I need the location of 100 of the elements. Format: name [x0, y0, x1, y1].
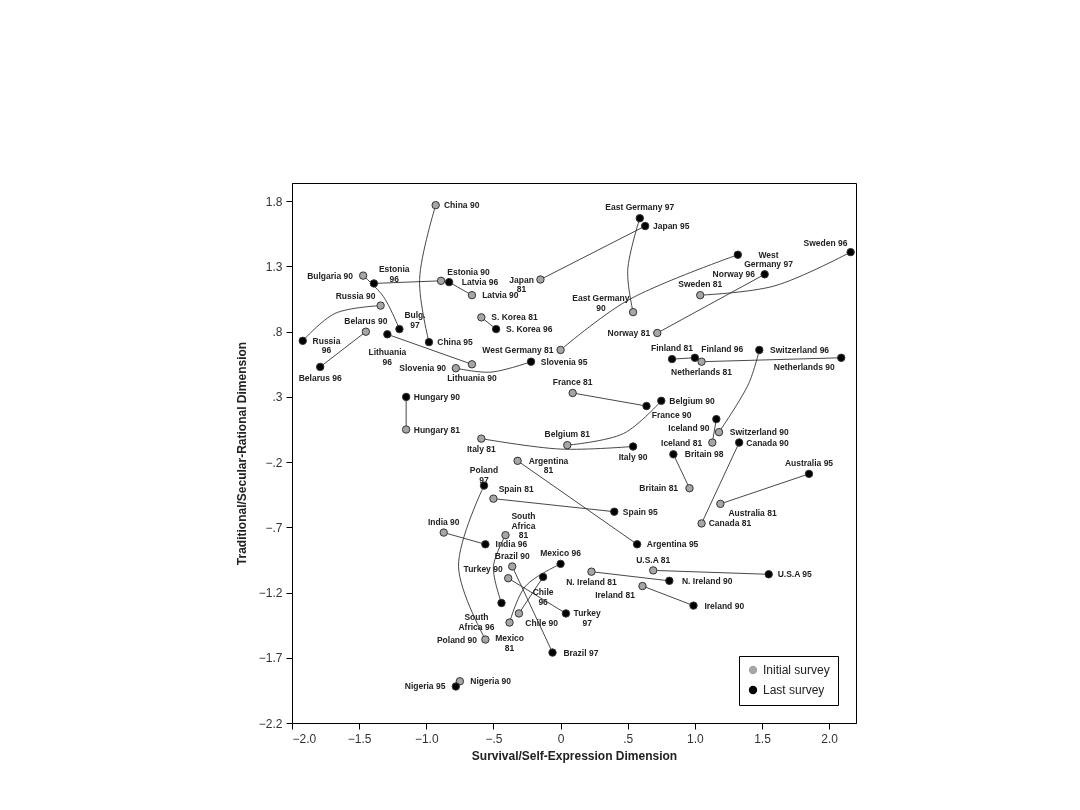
annotation: Sweden 96 [803, 237, 848, 248]
point [497, 598, 506, 608]
point [436, 276, 446, 286]
point [369, 279, 379, 288]
annotation: Canada 90 [746, 437, 790, 448]
point [755, 345, 764, 355]
legend-label: Last survey [763, 683, 825, 697]
point [804, 469, 814, 479]
annotation: Norway 96 [712, 269, 756, 280]
point [667, 354, 677, 364]
point [526, 357, 536, 366]
point [653, 328, 662, 338]
annotation: China 95 [437, 337, 473, 348]
annotation: France 81 [552, 377, 593, 388]
x-tick-label: −.5 [485, 731, 503, 746]
point [685, 484, 694, 493]
point [361, 327, 371, 336]
point [734, 438, 744, 447]
point [489, 494, 498, 503]
y-tick-label: 1.8 [265, 194, 283, 209]
annotation: Belarus 96 [298, 372, 342, 383]
point [733, 250, 743, 259]
annotation: Turkey 97 [573, 608, 602, 628]
x-tick-label: 1.0 [687, 731, 705, 746]
point [657, 396, 666, 406]
point [556, 559, 565, 569]
annotation: Switzerland 90 [729, 427, 790, 438]
point [714, 427, 724, 437]
annotation: Bulgaria 90 [307, 270, 354, 281]
annotation: Finland 96 [701, 343, 744, 354]
point [298, 336, 307, 346]
point [401, 392, 411, 402]
annotation: Hungary 90 [413, 391, 461, 402]
point [669, 450, 678, 459]
point [451, 682, 461, 691]
annotation: East Germany 90 [572, 293, 630, 313]
annotation: N. Ireland 81 [566, 577, 617, 588]
y-tick-label: −1.7 [258, 651, 283, 666]
point [401, 425, 411, 434]
point [431, 200, 440, 210]
annotation: Latvia 96 [461, 277, 499, 288]
annotation: S. Korea 81 [491, 312, 538, 323]
point [538, 572, 548, 582]
annotation: East Germany 97 [605, 202, 675, 213]
point [383, 330, 392, 339]
point [697, 519, 706, 528]
annotation: Slovenia 95 [540, 356, 588, 367]
point [628, 307, 638, 317]
point [467, 360, 477, 369]
point [632, 540, 642, 549]
annotation: Lithuania 90 [447, 372, 498, 383]
annotation: West Germany 81 [482, 344, 554, 355]
point [665, 576, 674, 586]
annotation: Belgium 81 [544, 429, 591, 440]
point [696, 290, 705, 300]
point [424, 337, 434, 347]
annotation: Hungary 81 [413, 424, 461, 435]
annotation: Australia 95 [784, 458, 834, 469]
point [760, 270, 769, 279]
y-tick-label: −.2 [265, 455, 283, 470]
point [716, 499, 725, 509]
y-tick-label: 1.3 [265, 259, 283, 274]
point [358, 271, 368, 280]
x-tick-label: 0 [557, 731, 565, 746]
annotation: Estonia 96 [378, 264, 410, 284]
point [556, 345, 565, 355]
point [514, 609, 524, 618]
annotation: Chile 90 [525, 617, 559, 628]
point [376, 301, 385, 310]
annotation: U.S.A 95 [777, 569, 813, 580]
annotation: Britain 98 [684, 449, 724, 460]
point [568, 388, 577, 398]
annotation: Spain 81 [498, 484, 534, 495]
annotation: Belgium 90 [669, 395, 715, 406]
point [481, 635, 490, 644]
point [315, 362, 325, 372]
y-tick-label: −.7 [265, 520, 283, 535]
annotation: Italy 90 [618, 452, 648, 463]
annotation: India 96 [495, 539, 528, 550]
annotation: France 90 [651, 410, 692, 421]
annotation: Iceland 90 [668, 423, 710, 434]
annotation: Nigeria 95 [404, 681, 446, 692]
point [587, 567, 596, 576]
annotation: Italy 81 [466, 444, 497, 455]
point [563, 440, 572, 450]
x-tick-label: −1.5 [347, 731, 372, 746]
point [635, 214, 645, 223]
annotation: South Africa 96 [458, 612, 495, 632]
point [764, 570, 773, 579]
annotation: Russia 90 [335, 291, 376, 302]
annotation: Poland 90 [436, 634, 478, 645]
point [451, 364, 461, 373]
point [697, 357, 706, 366]
point [846, 247, 855, 257]
annotation: Canada 81 [708, 518, 752, 529]
point [642, 401, 651, 411]
point [536, 275, 545, 284]
annotation: Argentina 81 [528, 455, 569, 476]
point [689, 601, 698, 610]
annotation: South Africa 81 [511, 511, 536, 541]
